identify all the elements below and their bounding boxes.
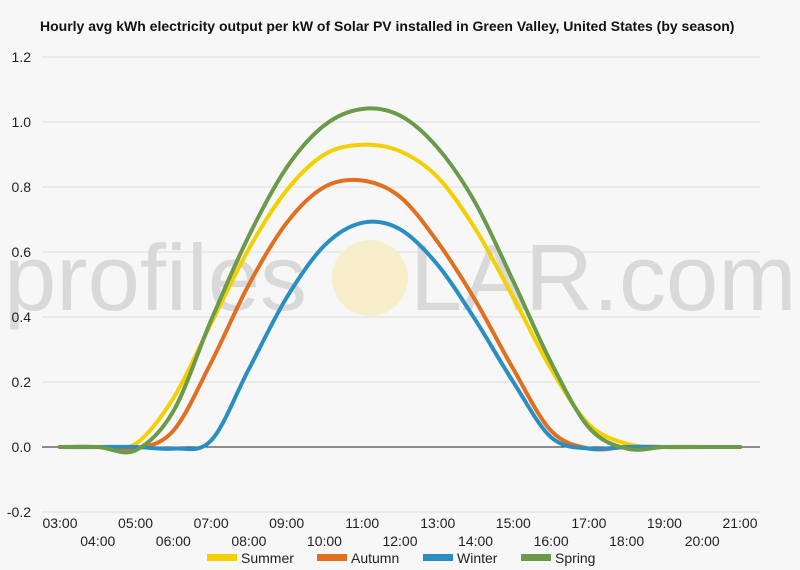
x-tick-label: 20:00 xyxy=(685,533,720,549)
legend-label-autumn: Autumn xyxy=(351,550,399,566)
y-tick-label: 0.0 xyxy=(12,439,32,455)
x-tick-label: 08:00 xyxy=(231,533,266,549)
x-tick-label: 05:00 xyxy=(118,515,153,531)
legend: Summer Autumn Winter Spring xyxy=(207,550,595,566)
x-tick-label: 06:00 xyxy=(156,533,191,549)
series-line-summer xyxy=(58,142,742,451)
legend-swatch-spring xyxy=(521,554,551,561)
y-tick-label: 0.4 xyxy=(12,309,32,325)
legend-label-winter: Winter xyxy=(457,550,498,566)
watermark-text-left: profiles xyxy=(4,225,307,330)
x-tick-label: 17:00 xyxy=(571,515,606,531)
legend-label-spring: Spring xyxy=(555,550,595,566)
x-tick-label: 10:00 xyxy=(307,533,342,549)
y-tick-label: -0.2 xyxy=(7,504,31,520)
legend-swatch-winter xyxy=(423,554,453,561)
series-lines xyxy=(58,106,742,455)
x-tick-label: 09:00 xyxy=(269,515,304,531)
legend-swatch-summer xyxy=(207,554,237,561)
x-tick-label: 04:00 xyxy=(80,533,115,549)
watermark: profiles LAR.com xyxy=(4,225,797,330)
x-tick-label: 18:00 xyxy=(609,533,644,549)
x-tick-label: 16:00 xyxy=(534,533,569,549)
x-tick-label: 13:00 xyxy=(420,515,455,531)
series-line-spring xyxy=(58,106,742,455)
x-tick-label: 19:00 xyxy=(647,515,682,531)
y-tick-label: 1.2 xyxy=(12,49,32,65)
x-tick-label: 11:00 xyxy=(345,515,379,531)
x-tick-label: 15:00 xyxy=(496,515,531,531)
watermark-text-right: LAR.com xyxy=(410,225,797,330)
legend-swatch-autumn xyxy=(317,554,347,561)
y-tick-label: 1.0 xyxy=(12,114,32,130)
y-tick-label: 0.6 xyxy=(12,244,32,260)
y-tick-label: 0.2 xyxy=(12,374,32,390)
x-tick-label: 03:00 xyxy=(42,515,77,531)
x-tick-label: 07:00 xyxy=(194,515,229,531)
grid-lines xyxy=(42,56,760,513)
x-tick-label: 14:00 xyxy=(458,533,493,549)
chart-title: Hourly avg kWh electricity output per kW… xyxy=(40,18,735,34)
watermark-sun-icon xyxy=(332,240,408,316)
y-tick-label: 0.8 xyxy=(12,179,32,195)
legend-label-summer: Summer xyxy=(241,550,294,566)
x-tick-label: 12:00 xyxy=(382,533,417,549)
x-tick-label: 21:00 xyxy=(722,515,757,531)
